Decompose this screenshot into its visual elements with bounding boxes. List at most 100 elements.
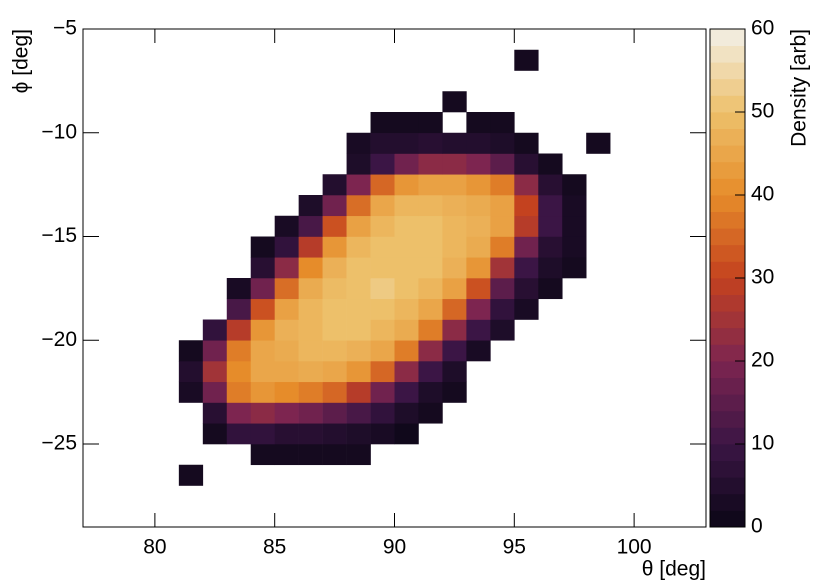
bin bbox=[538, 299, 562, 320]
bin bbox=[274, 381, 299, 403]
bin bbox=[562, 465, 586, 486]
bin bbox=[514, 236, 539, 258]
colorbar-segment bbox=[710, 261, 745, 279]
bin bbox=[275, 133, 299, 154]
bin bbox=[538, 444, 562, 465]
bin bbox=[562, 236, 587, 258]
bin bbox=[442, 195, 467, 217]
bin bbox=[203, 112, 227, 133]
colorbar-segment bbox=[710, 377, 745, 395]
bin bbox=[562, 174, 587, 196]
bin bbox=[418, 278, 443, 300]
bin bbox=[394, 402, 419, 424]
bin bbox=[178, 340, 204, 362]
bin bbox=[394, 257, 419, 279]
bin bbox=[275, 174, 299, 195]
bin bbox=[251, 174, 275, 195]
bin bbox=[490, 257, 515, 279]
colorbar-segment bbox=[710, 45, 745, 63]
colorbar-segment bbox=[710, 112, 745, 129]
bin bbox=[442, 71, 466, 92]
bin bbox=[394, 381, 419, 403]
bin bbox=[514, 153, 539, 175]
bin bbox=[418, 465, 442, 486]
colorbar-segment bbox=[710, 311, 745, 329]
bin bbox=[586, 132, 611, 154]
bin bbox=[562, 361, 586, 382]
bin bbox=[466, 132, 491, 154]
bin bbox=[274, 215, 299, 237]
bin bbox=[418, 361, 443, 383]
bin bbox=[442, 381, 467, 403]
bin bbox=[298, 444, 323, 466]
bin bbox=[562, 382, 586, 403]
bin bbox=[370, 236, 395, 258]
bin bbox=[490, 403, 514, 424]
bin bbox=[490, 236, 515, 258]
y-tick-label: −5 bbox=[53, 17, 77, 40]
bin bbox=[490, 423, 514, 444]
bin bbox=[418, 444, 442, 465]
bin bbox=[418, 112, 443, 134]
bin bbox=[514, 403, 538, 424]
bin bbox=[538, 257, 563, 279]
colorbar-segment bbox=[710, 161, 745, 179]
bin bbox=[586, 361, 610, 382]
bin bbox=[370, 361, 395, 383]
bin bbox=[227, 257, 251, 278]
bin bbox=[442, 112, 466, 133]
bin bbox=[323, 71, 347, 92]
bin bbox=[323, 91, 347, 112]
bin bbox=[538, 215, 563, 237]
y-axis-title: ϕ [deg] bbox=[10, 29, 33, 93]
bin bbox=[274, 257, 299, 279]
bin bbox=[299, 465, 323, 486]
bin bbox=[251, 154, 275, 175]
colorbar-segment bbox=[710, 211, 745, 229]
bin bbox=[322, 257, 347, 279]
bin bbox=[203, 257, 227, 278]
bin bbox=[514, 444, 538, 465]
bin bbox=[347, 465, 371, 486]
bin bbox=[466, 444, 490, 465]
bin bbox=[514, 91, 538, 112]
bin bbox=[322, 423, 347, 445]
bin bbox=[490, 340, 514, 361]
bin bbox=[418, 195, 443, 217]
bin bbox=[298, 402, 323, 424]
colorbar-segment bbox=[710, 78, 745, 96]
bin bbox=[586, 154, 610, 175]
bin bbox=[394, 132, 419, 154]
bin bbox=[562, 50, 586, 71]
bin bbox=[418, 174, 443, 196]
bin bbox=[346, 132, 371, 154]
bin bbox=[370, 112, 395, 134]
bin bbox=[370, 340, 395, 362]
heatmap bbox=[178, 49, 611, 486]
bin bbox=[251, 465, 275, 486]
bin bbox=[370, 153, 395, 175]
bin bbox=[203, 444, 227, 465]
colorbar-tick-label: 0 bbox=[751, 515, 763, 538]
bin bbox=[250, 381, 275, 403]
bin bbox=[490, 361, 514, 382]
bin bbox=[394, 215, 419, 237]
bin bbox=[346, 278, 371, 300]
bin bbox=[490, 382, 514, 403]
bin bbox=[179, 112, 203, 133]
bin bbox=[322, 444, 347, 466]
bin bbox=[562, 299, 586, 320]
bin bbox=[418, 153, 443, 175]
bin bbox=[227, 174, 251, 195]
colorbar-segment bbox=[710, 195, 745, 212]
bin bbox=[442, 91, 467, 113]
bin bbox=[514, 423, 538, 444]
colorbar-tick-label: 10 bbox=[751, 432, 774, 455]
bin bbox=[562, 154, 586, 175]
bin bbox=[394, 319, 419, 341]
colorbar-segment bbox=[710, 427, 745, 445]
bin bbox=[395, 91, 419, 112]
bin bbox=[586, 257, 610, 278]
bin bbox=[370, 298, 395, 320]
